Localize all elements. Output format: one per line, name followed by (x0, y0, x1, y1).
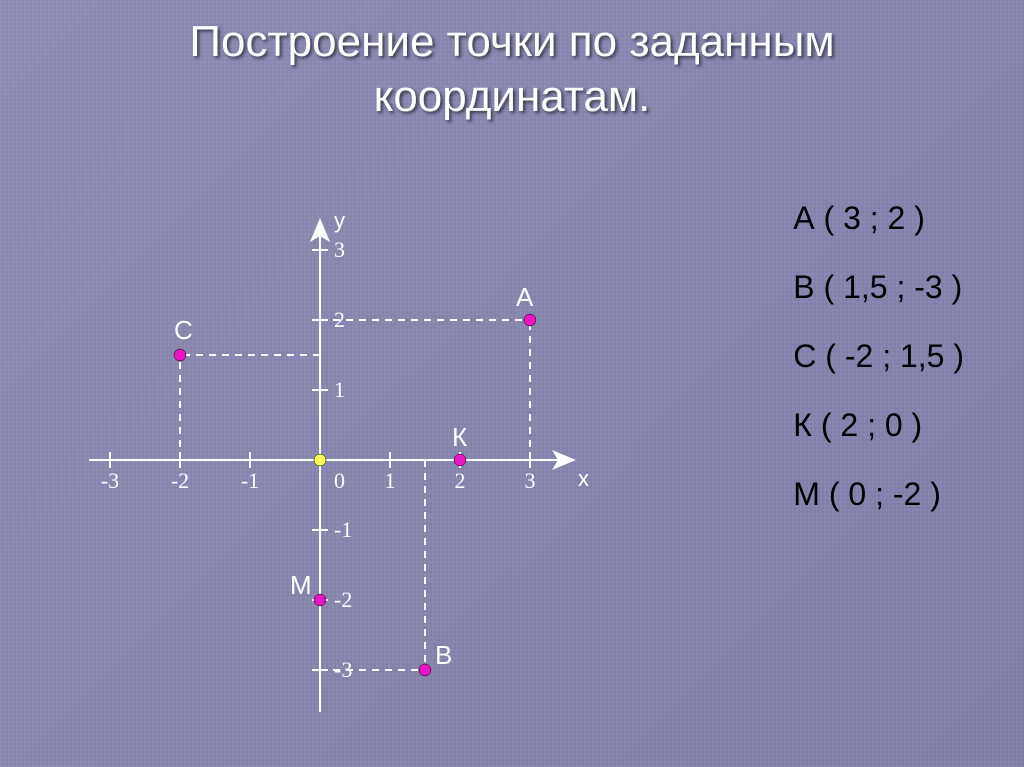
page-title: Построение точки по заданным координатам… (0, 14, 1024, 124)
coord-B: В ( 1,5 ; -3 ) (793, 269, 964, 306)
point-label-B: В (435, 640, 452, 670)
point-M (314, 594, 326, 606)
point-B (419, 664, 431, 676)
coord-M: М ( 0 ; -2 ) (793, 476, 964, 513)
coordinates-list: А ( 3 ; 2 ) В ( 1,5 ; -3 ) С ( -2 ; 1,5 … (793, 200, 964, 545)
xtick-label: 2 (455, 468, 466, 493)
xtick-label: 1 (385, 468, 396, 493)
xtick-label: -3 (101, 468, 119, 493)
ytick-label: 2 (334, 307, 345, 332)
coord-K: К ( 2 ; 0 ) (793, 407, 964, 444)
origin-label: 0 (334, 468, 345, 493)
point-label-C: С (174, 315, 193, 345)
ytick-label: -1 (334, 517, 352, 542)
point-label-A: А (516, 282, 534, 312)
point-K (454, 454, 466, 466)
ytick-label: -2 (334, 587, 352, 612)
ytick-label: -3 (334, 657, 352, 682)
xtick-label: 3 (525, 468, 536, 493)
coord-C: С ( -2 ; 1,5 ) (793, 338, 964, 375)
ytick-label: 1 (334, 377, 345, 402)
xtick-label: -2 (171, 468, 189, 493)
coord-A: А ( 3 ; 2 ) (793, 200, 964, 237)
point-label-K: К (452, 422, 467, 452)
coordinate-chart: -3 -2 -1 1 2 3 -3 -2 -1 1 2 3 0 х у А В С К М (60, 160, 630, 740)
origin-point (314, 454, 326, 466)
x-axis-label: х (578, 466, 589, 491)
xtick-label: -1 (241, 468, 259, 493)
y-axis-label: у (334, 208, 345, 233)
point-label-M: М (290, 570, 312, 600)
point-C (174, 349, 186, 361)
point-A (524, 314, 536, 326)
ytick-label: 3 (334, 237, 345, 262)
